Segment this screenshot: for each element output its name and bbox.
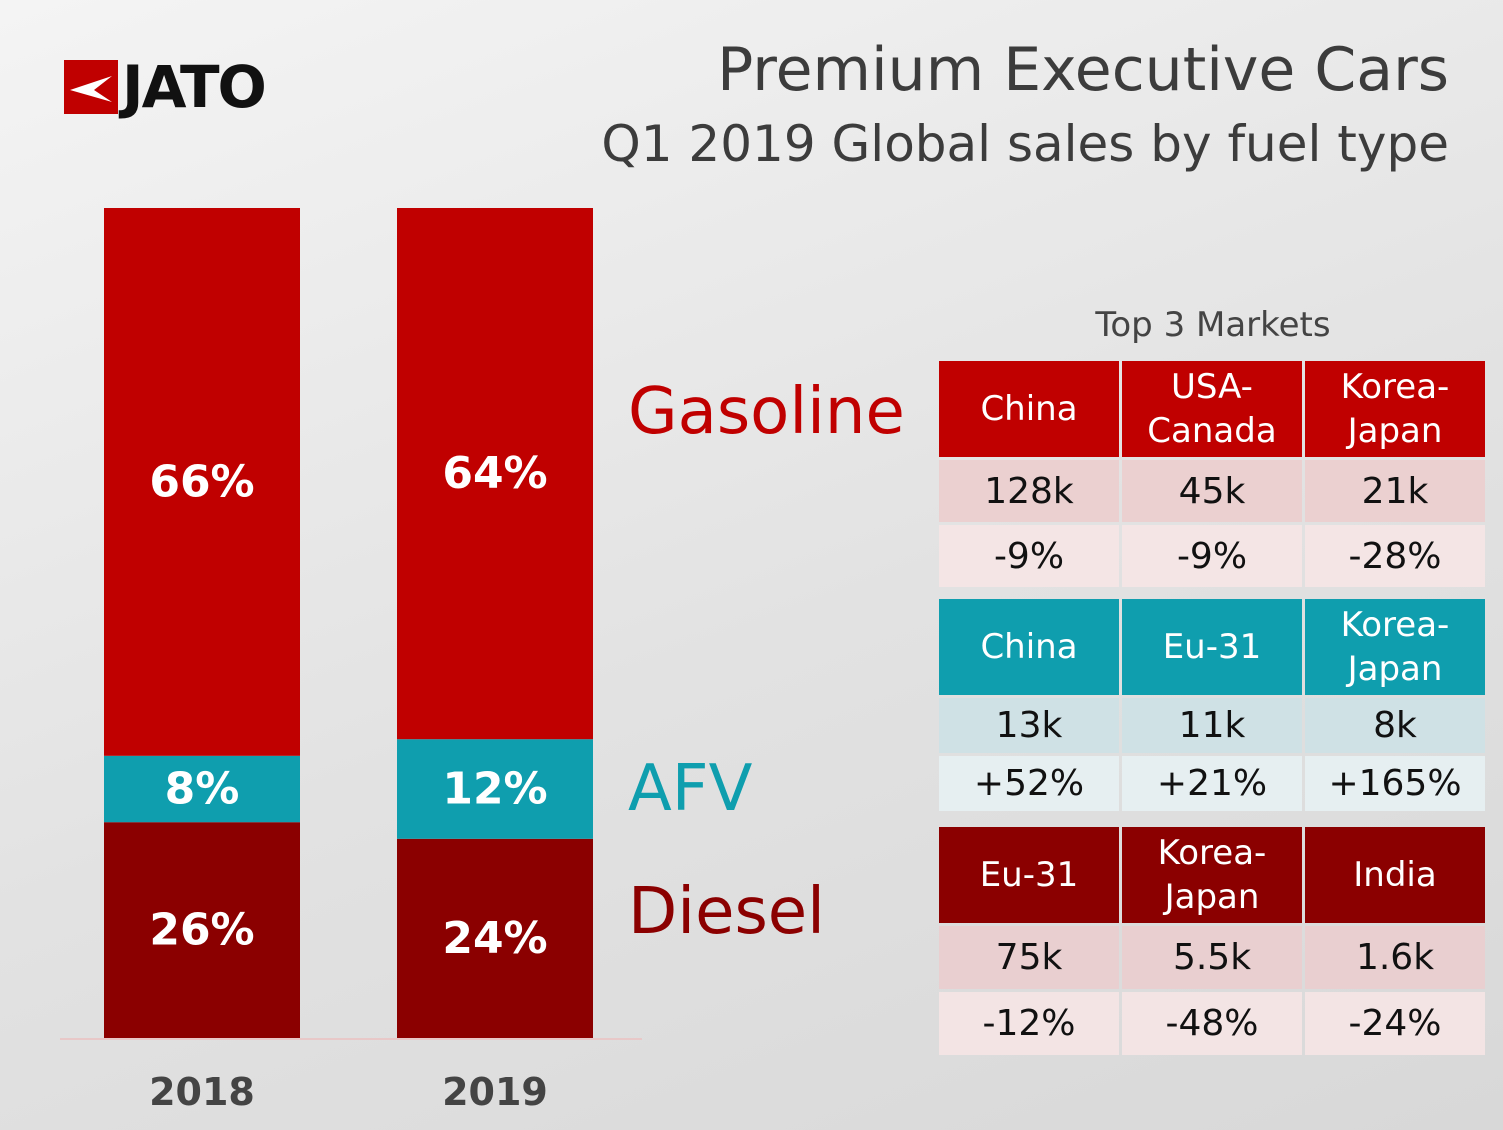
market-header: Eu-31 <box>1122 599 1302 695</box>
category-label-2019: 2019 <box>442 1070 548 1114</box>
change-row: -9% -9% -28% <box>939 525 1485 587</box>
market-header: Korea- Japan <box>1122 827 1302 923</box>
data-label-diesel-2019: 24% <box>442 913 547 964</box>
diesel-markets-table: Eu-31 Korea- Japan India 75k 5.5k 1.6k -1… <box>936 824 1488 1058</box>
category-label-2018: 2018 <box>149 1070 255 1114</box>
page-title: Premium Executive Cars <box>717 35 1449 105</box>
market-header: Korea- Japan <box>1305 361 1485 457</box>
market-header: China <box>939 361 1119 457</box>
data-label-gasoline-2018: 66% <box>149 456 254 507</box>
table-header-row: China Eu-31 Korea- Japan <box>939 599 1485 695</box>
change-cell: -28% <box>1305 525 1485 587</box>
data-label-gasoline-2019: 64% <box>442 448 547 499</box>
table-header-row: Eu-31 Korea- Japan India <box>939 827 1485 923</box>
change-cell: +52% <box>939 756 1119 811</box>
change-row: +52% +21% +165% <box>939 756 1485 811</box>
market-header: Korea- Japan <box>1305 599 1485 695</box>
volume-cell: 13k <box>939 698 1119 753</box>
change-cell: +21% <box>1122 756 1302 811</box>
volume-cell: 8k <box>1305 698 1485 753</box>
market-header: India <box>1305 827 1485 923</box>
volume-cell: 21k <box>1305 460 1485 522</box>
afv-markets-table: China Eu-31 Korea- Japan 13k 11k 8k +52% … <box>936 596 1488 814</box>
volume-cell: 128k <box>939 460 1119 522</box>
data-label-diesel-2018: 26% <box>149 905 254 956</box>
market-header: USA- Canada <box>1122 361 1302 457</box>
bar-afv-2018 <box>104 755 300 823</box>
volume-cell: 1.6k <box>1305 926 1485 989</box>
logo-text: JATO <box>122 53 267 121</box>
change-cell: -12% <box>939 992 1119 1055</box>
market-header: China <box>939 599 1119 695</box>
markets-title: Top 3 Markets <box>1095 305 1331 345</box>
jato-logo-mark-icon <box>64 60 118 114</box>
legend-afv: AFV <box>628 752 753 826</box>
volume-row: 128k 45k 21k <box>939 460 1485 522</box>
page-subtitle: Q1 2019 Global sales by fuel type <box>601 115 1449 173</box>
stacked-bar-chart: 26% 8% 66% 2018 24% 12% 64% 2019 Diesel AFV Gasol… <box>60 208 905 1114</box>
bar-afv-2019 <box>397 739 593 839</box>
legend-group: Diesel AFV Gasoline <box>628 375 905 949</box>
legend-gasoline: Gasoline <box>628 375 905 449</box>
change-row: -12% -48% -24% <box>939 992 1485 1055</box>
bar-gasoline-2018 <box>104 208 300 756</box>
volume-row: 75k 5.5k 1.6k <box>939 926 1485 989</box>
bar-diesel-2019 <box>397 838 593 1038</box>
bars-group: 26% 8% 66% 2018 24% 12% 64% 2019 <box>104 208 593 1114</box>
change-cell: -9% <box>1122 525 1302 587</box>
data-label-afv-2018: 8% <box>165 764 240 815</box>
title-block: Premium Executive Cars Q1 2019 Global sa… <box>601 32 1449 180</box>
change-cell: -9% <box>939 525 1119 587</box>
change-cell: -24% <box>1305 992 1485 1055</box>
table-header-row: China USA- Canada Korea- Japan <box>939 361 1485 457</box>
top-markets-panel: Top 3 Markets China USA- Canada Korea- Jap… <box>938 300 1488 1058</box>
volume-row: 13k 11k 8k <box>939 698 1485 753</box>
change-cell: -48% <box>1122 992 1302 1055</box>
bar-gasoline-2019 <box>397 208 593 740</box>
legend-diesel: Diesel <box>628 875 825 949</box>
data-label-afv-2019: 12% <box>442 764 547 815</box>
gasoline-markets-table: China USA- Canada Korea- Japan 128k 45k 21… <box>936 358 1488 590</box>
volume-cell: 5.5k <box>1122 926 1302 989</box>
volume-cell: 11k <box>1122 698 1302 753</box>
jato-logo: JATO <box>64 53 267 121</box>
volume-cell: 75k <box>939 926 1119 989</box>
volume-cell: 45k <box>1122 460 1302 522</box>
market-header: Eu-31 <box>939 827 1119 923</box>
change-cell: +165% <box>1305 756 1485 811</box>
bar-diesel-2018 <box>104 822 300 1038</box>
